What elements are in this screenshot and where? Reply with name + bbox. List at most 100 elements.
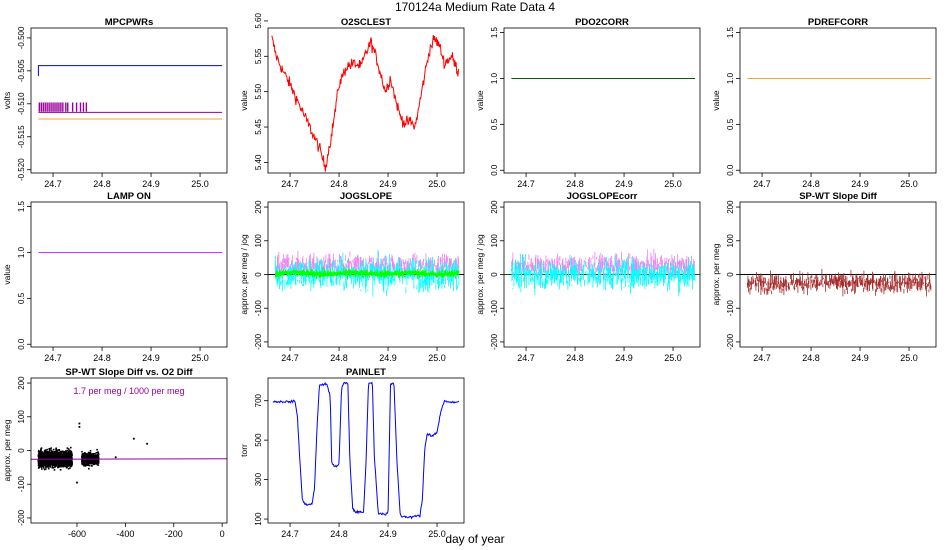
- scatter-point: [71, 460, 73, 463]
- scatter-point: [97, 456, 100, 459]
- panel-title: PDREFCORR: [808, 17, 868, 28]
- series-0-trace: [747, 268, 932, 297]
- x-tick-label: 24.8: [566, 179, 584, 189]
- scatter-point: [57, 453, 60, 455]
- y-tick-label: 100: [490, 234, 499, 248]
- scatter-point: [45, 451, 47, 454]
- scatter-point: [83, 462, 86, 465]
- y-tick-label: 0: [254, 272, 263, 277]
- scatter-point: [83, 454, 86, 457]
- scatter-point: [44, 449, 47, 451]
- scatter-point: [50, 461, 52, 464]
- scatter-point: [69, 449, 71, 452]
- scatter-point: [69, 456, 71, 459]
- scatter-point: [70, 450, 72, 453]
- y-tick-label: -100: [490, 300, 499, 317]
- scatter-point: [92, 460, 94, 462]
- scatter-point: [49, 464, 51, 466]
- scatter-point: [91, 455, 94, 458]
- scatter-point: [84, 454, 87, 456]
- scatter-point: [58, 464, 60, 467]
- scatter-point: [48, 451, 50, 454]
- scatter-point: [82, 457, 84, 459]
- scatter-point: [48, 453, 51, 456]
- chart-panel-6: 24.7 24.8 24.9 25.0 -200 -100 0 100 200 JOGSLOPEc…: [475, 191, 701, 363]
- scatter-point: [85, 453, 88, 456]
- x-tick-label: 25.0: [191, 353, 209, 363]
- plot-frame: [267, 377, 465, 524]
- scatter-point: [38, 465, 41, 467]
- scatter-point: [56, 449, 58, 452]
- chart-panel-4: 24.7 24.8 24.9 25.0 0.0 0.5 1.0 1.5 LAMP ON value: [2, 191, 228, 363]
- x-tick-label: 24.8: [330, 529, 348, 539]
- scatter-point: [47, 463, 49, 465]
- y-tick-label: 100: [254, 234, 263, 248]
- scatter-point: [95, 454, 98, 456]
- x-tick-label: 25.0: [428, 529, 446, 539]
- chart-panel-1: 24.7 24.8 24.9 25.0 5.40 5.45 5.50 5.55 5.60 O2SC…: [239, 13, 465, 189]
- scatter-point: [53, 456, 55, 458]
- scatter-point: [85, 459, 88, 461]
- panel-title: O2SCLEST: [341, 17, 391, 28]
- y-axis-label: value: [2, 264, 12, 285]
- scatter-point: [91, 457, 93, 460]
- y-tick-label: 0: [726, 272, 735, 277]
- scatter-point: [90, 456, 92, 459]
- y-axis-label: volts: [2, 92, 12, 109]
- scatter-point: [97, 464, 100, 466]
- y-tick-label: 0: [490, 272, 499, 277]
- scatter-point: [66, 464, 69, 467]
- scatter-point: [39, 461, 42, 464]
- y-tick-label: 100: [17, 410, 26, 424]
- scatter-point: [89, 453, 92, 455]
- scatter-point: [70, 446, 72, 449]
- chart-panel-9: 24.7 24.8 24.9 25.0 100 300 500 700 PAINLET torr: [239, 367, 465, 539]
- scatter-outlier-3: [114, 456, 117, 459]
- scatter-point: [84, 463, 87, 466]
- scatter-point: [93, 453, 96, 455]
- y-tick-label: 0.5: [490, 118, 499, 130]
- scatter-point: [66, 456, 68, 458]
- scatter-outlier-1: [132, 437, 135, 440]
- scatter-point: [93, 455, 96, 457]
- scatter-point: [94, 455, 97, 458]
- scatter-point: [63, 455, 65, 457]
- data-layer: [272, 381, 460, 520]
- y-tick-label: 200: [17, 376, 26, 390]
- x-tick-label: 24.9: [851, 353, 869, 363]
- scatter-point: [50, 452, 52, 455]
- scatter-outlier-4: [76, 481, 78, 484]
- scatter-point: [91, 462, 93, 464]
- figure-xlabel: day of year: [445, 532, 504, 546]
- scatter-point: [42, 455, 44, 457]
- x-tick-label: 24.7: [281, 529, 299, 539]
- scatter-point: [56, 455, 59, 458]
- scatter-point: [68, 451, 71, 454]
- scatter-point: [49, 456, 51, 458]
- y-tick-label: -0.520: [17, 158, 26, 181]
- scatter-point: [67, 457, 69, 459]
- scatter-point: [95, 460, 98, 463]
- y-tick-label: -0.505: [17, 59, 26, 82]
- scatter-point: [37, 455, 40, 457]
- scatter-point: [59, 465, 62, 468]
- data-layer: [271, 34, 459, 172]
- x-tick-label: -200: [165, 529, 183, 539]
- y-tick-label: 1.0: [726, 72, 735, 84]
- scatter-point: [88, 464, 91, 467]
- y-tick-label: -200: [490, 333, 499, 350]
- y-axis-label: approx. per meg / jog: [239, 234, 249, 315]
- scatter-point: [61, 461, 64, 464]
- y-axis-label: value: [239, 90, 249, 111]
- scatter-point: [92, 463, 95, 466]
- y-tick-label: 1.0: [17, 246, 26, 258]
- scatter-point: [45, 457, 48, 459]
- scatter-point: [94, 462, 96, 464]
- scatter-point: [85, 459, 87, 461]
- fit-annotation: 1.7 per meg / 1000 per meg: [73, 386, 184, 396]
- scatter-point: [51, 454, 53, 456]
- y-tick-label: 100: [726, 234, 735, 248]
- scatter-point: [43, 454, 45, 456]
- scatter-point: [62, 463, 65, 465]
- scatter-point: [39, 457, 42, 460]
